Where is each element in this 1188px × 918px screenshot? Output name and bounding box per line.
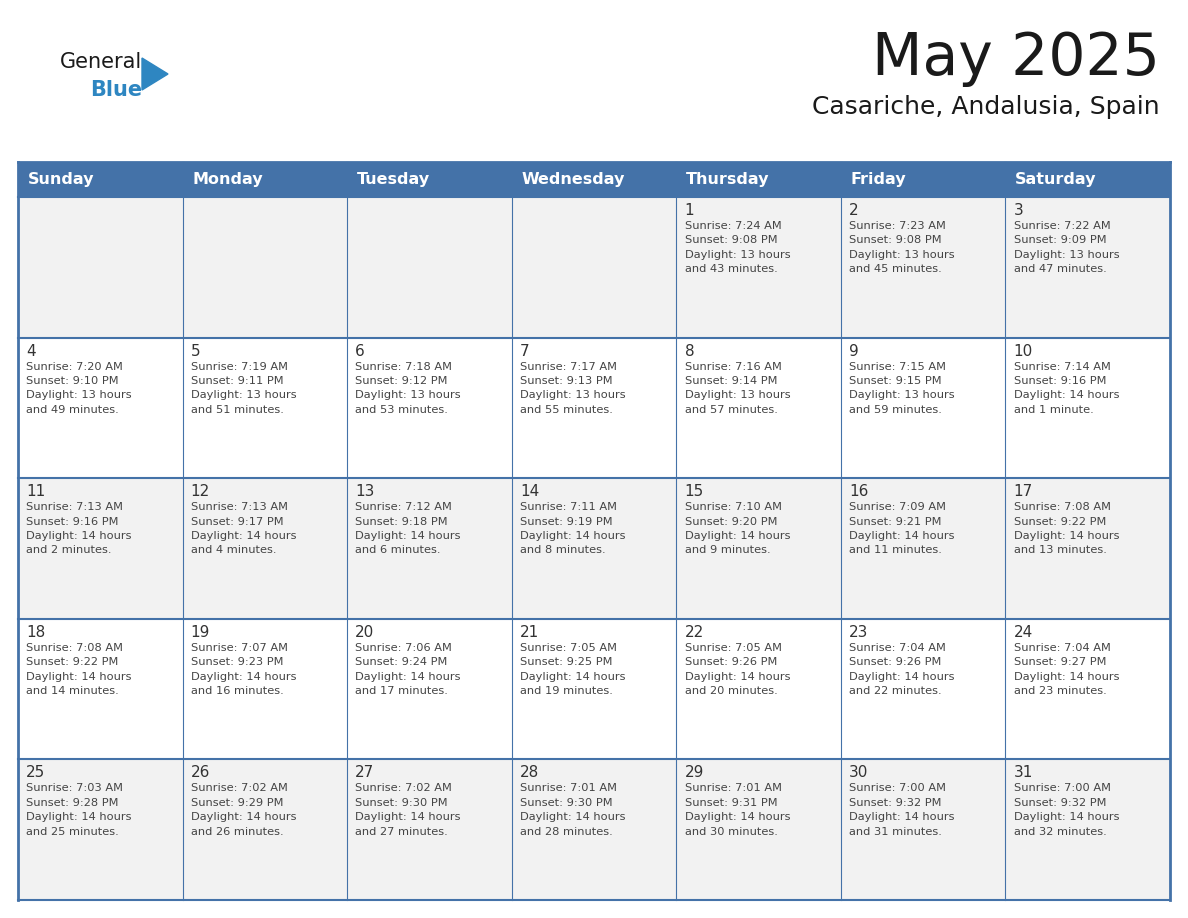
Text: Sunrise: 7:13 AM
Sunset: 9:16 PM
Daylight: 14 hours
and 2 minutes.: Sunrise: 7:13 AM Sunset: 9:16 PM Dayligh… <box>26 502 132 555</box>
Text: Sunrise: 7:02 AM
Sunset: 9:30 PM
Daylight: 14 hours
and 27 minutes.: Sunrise: 7:02 AM Sunset: 9:30 PM Dayligh… <box>355 783 461 836</box>
Text: Sunrise: 7:00 AM
Sunset: 9:32 PM
Daylight: 14 hours
and 31 minutes.: Sunrise: 7:00 AM Sunset: 9:32 PM Dayligh… <box>849 783 955 836</box>
Text: 2: 2 <box>849 203 859 218</box>
Bar <box>18 162 1170 197</box>
Text: Sunrise: 7:12 AM
Sunset: 9:18 PM
Daylight: 14 hours
and 6 minutes.: Sunrise: 7:12 AM Sunset: 9:18 PM Dayligh… <box>355 502 461 555</box>
Bar <box>18 197 1170 338</box>
Text: 8: 8 <box>684 343 694 359</box>
Text: Sunrise: 7:04 AM
Sunset: 9:26 PM
Daylight: 14 hours
and 22 minutes.: Sunrise: 7:04 AM Sunset: 9:26 PM Dayligh… <box>849 643 955 696</box>
Text: 10: 10 <box>1013 343 1032 359</box>
Text: Friday: Friday <box>851 172 906 187</box>
Text: May 2025: May 2025 <box>872 30 1159 87</box>
Text: 16: 16 <box>849 484 868 499</box>
Text: 6: 6 <box>355 343 365 359</box>
Text: Thursday: Thursday <box>687 172 770 187</box>
Text: 14: 14 <box>520 484 539 499</box>
Text: 15: 15 <box>684 484 703 499</box>
Text: Sunrise: 7:15 AM
Sunset: 9:15 PM
Daylight: 13 hours
and 59 minutes.: Sunrise: 7:15 AM Sunset: 9:15 PM Dayligh… <box>849 362 955 415</box>
Text: 29: 29 <box>684 766 703 780</box>
Text: 30: 30 <box>849 766 868 780</box>
Text: 19: 19 <box>191 625 210 640</box>
Text: Sunrise: 7:06 AM
Sunset: 9:24 PM
Daylight: 14 hours
and 17 minutes.: Sunrise: 7:06 AM Sunset: 9:24 PM Dayligh… <box>355 643 461 696</box>
Text: 1: 1 <box>684 203 694 218</box>
Bar <box>18 478 1170 619</box>
Text: Blue: Blue <box>90 80 143 100</box>
Text: Sunrise: 7:01 AM
Sunset: 9:30 PM
Daylight: 14 hours
and 28 minutes.: Sunrise: 7:01 AM Sunset: 9:30 PM Dayligh… <box>520 783 625 836</box>
Text: Sunrise: 7:03 AM
Sunset: 9:28 PM
Daylight: 14 hours
and 25 minutes.: Sunrise: 7:03 AM Sunset: 9:28 PM Dayligh… <box>26 783 132 836</box>
Text: 18: 18 <box>26 625 45 640</box>
Text: Sunday: Sunday <box>27 172 94 187</box>
Text: Sunrise: 7:09 AM
Sunset: 9:21 PM
Daylight: 14 hours
and 11 minutes.: Sunrise: 7:09 AM Sunset: 9:21 PM Dayligh… <box>849 502 955 555</box>
Text: 7: 7 <box>520 343 530 359</box>
Text: 21: 21 <box>520 625 539 640</box>
Text: General: General <box>61 52 143 72</box>
Text: 11: 11 <box>26 484 45 499</box>
Bar <box>18 759 1170 900</box>
Text: Sunrise: 7:20 AM
Sunset: 9:10 PM
Daylight: 13 hours
and 49 minutes.: Sunrise: 7:20 AM Sunset: 9:10 PM Dayligh… <box>26 362 132 415</box>
Polygon shape <box>143 58 168 90</box>
Text: Sunrise: 7:01 AM
Sunset: 9:31 PM
Daylight: 14 hours
and 30 minutes.: Sunrise: 7:01 AM Sunset: 9:31 PM Dayligh… <box>684 783 790 836</box>
Text: 26: 26 <box>191 766 210 780</box>
Text: Sunrise: 7:07 AM
Sunset: 9:23 PM
Daylight: 14 hours
and 16 minutes.: Sunrise: 7:07 AM Sunset: 9:23 PM Dayligh… <box>191 643 296 696</box>
Text: 4: 4 <box>26 343 36 359</box>
Text: Sunrise: 7:08 AM
Sunset: 9:22 PM
Daylight: 14 hours
and 14 minutes.: Sunrise: 7:08 AM Sunset: 9:22 PM Dayligh… <box>26 643 132 696</box>
Text: 28: 28 <box>520 766 539 780</box>
Text: Sunrise: 7:13 AM
Sunset: 9:17 PM
Daylight: 14 hours
and 4 minutes.: Sunrise: 7:13 AM Sunset: 9:17 PM Dayligh… <box>191 502 296 555</box>
Text: Sunrise: 7:23 AM
Sunset: 9:08 PM
Daylight: 13 hours
and 45 minutes.: Sunrise: 7:23 AM Sunset: 9:08 PM Dayligh… <box>849 221 955 274</box>
Text: Sunrise: 7:04 AM
Sunset: 9:27 PM
Daylight: 14 hours
and 23 minutes.: Sunrise: 7:04 AM Sunset: 9:27 PM Dayligh… <box>1013 643 1119 696</box>
Text: 24: 24 <box>1013 625 1032 640</box>
Text: Monday: Monday <box>192 172 263 187</box>
Text: Wednesday: Wednesday <box>522 172 625 187</box>
Text: Sunrise: 7:18 AM
Sunset: 9:12 PM
Daylight: 13 hours
and 53 minutes.: Sunrise: 7:18 AM Sunset: 9:12 PM Dayligh… <box>355 362 461 415</box>
Text: 20: 20 <box>355 625 374 640</box>
Bar <box>18 338 1170 478</box>
Text: 5: 5 <box>191 343 201 359</box>
Text: 13: 13 <box>355 484 374 499</box>
Text: Sunrise: 7:11 AM
Sunset: 9:19 PM
Daylight: 14 hours
and 8 minutes.: Sunrise: 7:11 AM Sunset: 9:19 PM Dayligh… <box>520 502 625 555</box>
Text: Sunrise: 7:08 AM
Sunset: 9:22 PM
Daylight: 14 hours
and 13 minutes.: Sunrise: 7:08 AM Sunset: 9:22 PM Dayligh… <box>1013 502 1119 555</box>
Text: Saturday: Saturday <box>1016 172 1097 187</box>
Text: 25: 25 <box>26 766 45 780</box>
Text: 9: 9 <box>849 343 859 359</box>
Bar <box>18 619 1170 759</box>
Text: Sunrise: 7:22 AM
Sunset: 9:09 PM
Daylight: 13 hours
and 47 minutes.: Sunrise: 7:22 AM Sunset: 9:09 PM Dayligh… <box>1013 221 1119 274</box>
Text: Sunrise: 7:05 AM
Sunset: 9:26 PM
Daylight: 14 hours
and 20 minutes.: Sunrise: 7:05 AM Sunset: 9:26 PM Dayligh… <box>684 643 790 696</box>
Text: Sunrise: 7:00 AM
Sunset: 9:32 PM
Daylight: 14 hours
and 32 minutes.: Sunrise: 7:00 AM Sunset: 9:32 PM Dayligh… <box>1013 783 1119 836</box>
Text: 31: 31 <box>1013 766 1034 780</box>
Text: Sunrise: 7:14 AM
Sunset: 9:16 PM
Daylight: 14 hours
and 1 minute.: Sunrise: 7:14 AM Sunset: 9:16 PM Dayligh… <box>1013 362 1119 415</box>
Text: Sunrise: 7:24 AM
Sunset: 9:08 PM
Daylight: 13 hours
and 43 minutes.: Sunrise: 7:24 AM Sunset: 9:08 PM Dayligh… <box>684 221 790 274</box>
Text: 22: 22 <box>684 625 703 640</box>
Text: 12: 12 <box>191 484 210 499</box>
Text: Sunrise: 7:16 AM
Sunset: 9:14 PM
Daylight: 13 hours
and 57 minutes.: Sunrise: 7:16 AM Sunset: 9:14 PM Dayligh… <box>684 362 790 415</box>
Text: Sunrise: 7:10 AM
Sunset: 9:20 PM
Daylight: 14 hours
and 9 minutes.: Sunrise: 7:10 AM Sunset: 9:20 PM Dayligh… <box>684 502 790 555</box>
Text: 27: 27 <box>355 766 374 780</box>
Text: Sunrise: 7:02 AM
Sunset: 9:29 PM
Daylight: 14 hours
and 26 minutes.: Sunrise: 7:02 AM Sunset: 9:29 PM Dayligh… <box>191 783 296 836</box>
Text: Tuesday: Tuesday <box>358 172 430 187</box>
Text: 17: 17 <box>1013 484 1032 499</box>
Text: 23: 23 <box>849 625 868 640</box>
Text: Sunrise: 7:19 AM
Sunset: 9:11 PM
Daylight: 13 hours
and 51 minutes.: Sunrise: 7:19 AM Sunset: 9:11 PM Dayligh… <box>191 362 297 415</box>
Text: Casariche, Andalusia, Spain: Casariche, Andalusia, Spain <box>813 95 1159 119</box>
Text: Sunrise: 7:17 AM
Sunset: 9:13 PM
Daylight: 13 hours
and 55 minutes.: Sunrise: 7:17 AM Sunset: 9:13 PM Dayligh… <box>520 362 626 415</box>
Text: Sunrise: 7:05 AM
Sunset: 9:25 PM
Daylight: 14 hours
and 19 minutes.: Sunrise: 7:05 AM Sunset: 9:25 PM Dayligh… <box>520 643 625 696</box>
Text: 3: 3 <box>1013 203 1023 218</box>
